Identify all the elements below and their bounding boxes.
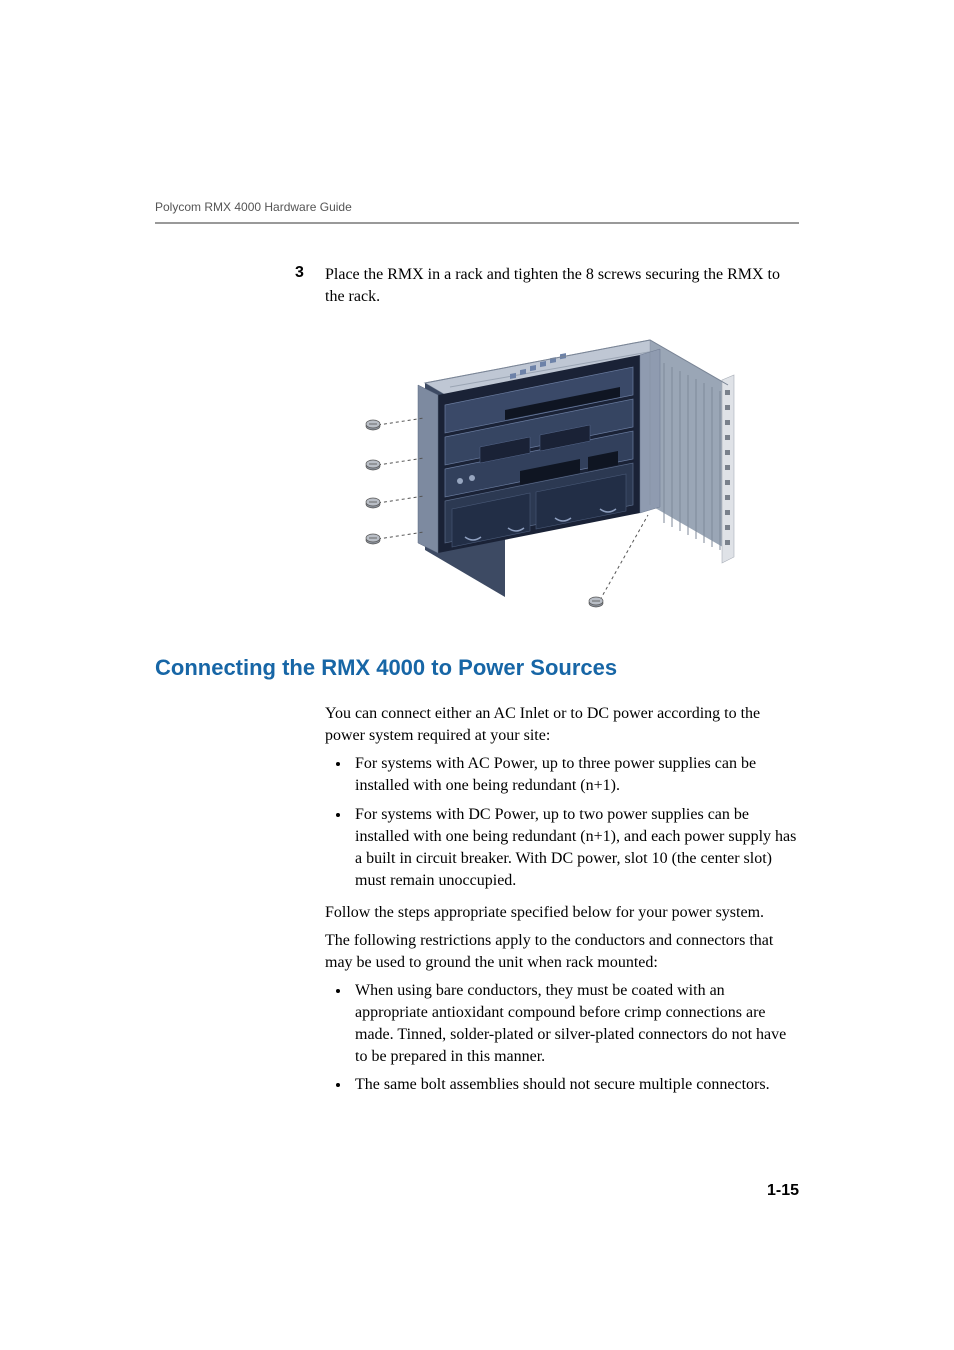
running-header: Polycom RMX 4000 Hardware Guide — [155, 200, 799, 214]
numbered-step: 3 Place the RMX in a rack and tighten th… — [295, 264, 799, 307]
list-item: For systems with DC Power, up to two pow… — [351, 804, 799, 892]
list-item: The same bolt assemblies should not secu… — [351, 1074, 799, 1096]
list-item: When using bare conductors, they must be… — [351, 980, 799, 1068]
page-number: 1-15 — [767, 1182, 799, 1200]
chassis-figure — [330, 325, 760, 625]
side-vents — [660, 564, 718, 625]
section-heading: Connecting the RMX 4000 to Power Sources — [155, 655, 799, 681]
list-item: For systems with AC Power, up to three p… — [351, 753, 799, 797]
power-type-list: For systems with AC Power, up to three p… — [325, 753, 799, 891]
page: Polycom RMX 4000 Hardware Guide 3 Place … — [0, 0, 954, 1350]
header-rule — [155, 222, 799, 224]
body-text: You can connect either an AC Inlet or to… — [325, 703, 799, 1096]
chassis-svg — [330, 325, 760, 625]
restrictions-list: When using bare conductors, they must be… — [325, 980, 799, 1096]
intro-paragraph: You can connect either an AC Inlet or to… — [325, 703, 799, 747]
rack-ear-left — [418, 385, 438, 553]
step-number: 3 — [295, 264, 325, 307]
follow-paragraph: Follow the steps appropriate specified b… — [325, 902, 799, 924]
restrictions-paragraph: The following restrictions apply to the … — [325, 930, 799, 974]
step-text: Place the RMX in a rack and tighten the … — [325, 264, 799, 307]
